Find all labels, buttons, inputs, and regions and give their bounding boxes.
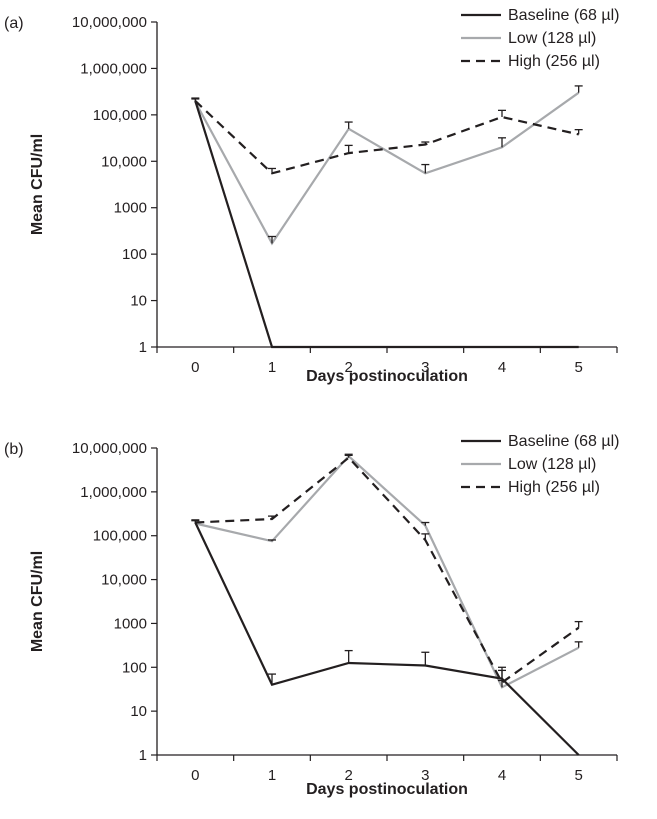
x-tick-label: 4 <box>498 767 506 784</box>
series-line <box>194 100 579 175</box>
y-tick-label: 1 <box>139 747 147 764</box>
series-line <box>194 100 579 349</box>
y-tick-label: 100,000 <box>93 107 147 124</box>
legend-label: High (256 µl) <box>508 53 600 70</box>
y-axis-title: Mean CFU/ml <box>29 551 46 652</box>
series-line <box>194 91 580 246</box>
x-tick-label: 3 <box>421 359 429 376</box>
panel-label: (a) <box>4 15 24 32</box>
y-tick-label: 100,000 <box>93 528 147 545</box>
legend-label: Low (128 µl) <box>508 30 596 47</box>
y-tick-label: 1000 <box>114 200 147 217</box>
chart-panel-2: 110100100010,000100,0001,000,00010,000,0… <box>4 433 620 798</box>
series-3 <box>191 97 583 175</box>
y-tick-label: 1000 <box>114 615 147 632</box>
y-tick-label: 10,000,000 <box>72 440 147 457</box>
series-line <box>195 456 580 685</box>
y-tick-label: 1 <box>139 339 147 356</box>
series-1 <box>194 522 580 756</box>
x-tick-label: 1 <box>268 767 276 784</box>
y-tick-label: 100 <box>122 246 147 263</box>
x-axis-title: Days postinoculation <box>306 368 468 385</box>
legend-label: High (256 µl) <box>508 479 600 496</box>
x-tick-label: 0 <box>191 359 199 376</box>
x-tick-label: 5 <box>574 359 582 376</box>
panel-label: (b) <box>4 441 24 458</box>
legend-label: Baseline (68 µl) <box>508 433 620 450</box>
y-tick-label: 100 <box>122 659 147 676</box>
y-tick-label: 10,000 <box>101 153 147 170</box>
x-tick-label: 2 <box>344 767 352 784</box>
series-line <box>195 454 580 689</box>
x-tick-label: 5 <box>574 767 582 784</box>
x-tick-label: 4 <box>498 359 506 376</box>
y-axis-title: Mean CFU/ml <box>29 134 46 235</box>
y-tick-label: 10 <box>130 703 147 720</box>
y-tick-label: 1,000,000 <box>80 484 147 501</box>
y-tick-label: 1,000,000 <box>80 60 147 77</box>
x-axis-title: Days postinoculation <box>306 781 468 798</box>
y-tick-label: 10,000 <box>101 572 147 589</box>
series-1 <box>194 100 579 349</box>
chart-panel-1: 110100100010,000100,0001,000,00010,000,0… <box>4 7 620 385</box>
legend-label: Baseline (68 µl) <box>508 7 620 24</box>
legend-label: Low (128 µl) <box>508 456 596 473</box>
series-line <box>194 522 580 756</box>
x-tick-label: 0 <box>191 767 199 784</box>
x-tick-label: 3 <box>421 767 429 784</box>
series-2 <box>191 85 583 246</box>
x-tick-label: 1 <box>268 359 276 376</box>
x-tick-label: 2 <box>344 359 352 376</box>
y-tick-label: 10 <box>130 293 147 310</box>
y-tick-label: 10,000,000 <box>72 14 147 31</box>
